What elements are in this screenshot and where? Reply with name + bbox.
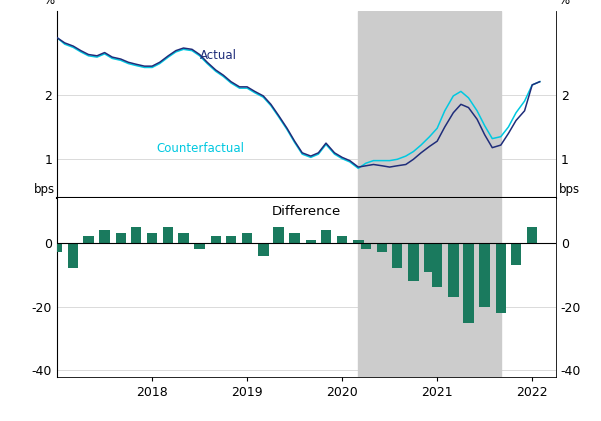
Bar bbox=[392, 243, 403, 268]
Bar bbox=[408, 243, 419, 281]
Bar bbox=[353, 240, 364, 243]
Bar bbox=[321, 230, 331, 243]
Bar bbox=[210, 237, 221, 243]
Text: Actual: Actual bbox=[200, 49, 237, 62]
Text: bps: bps bbox=[558, 183, 579, 196]
Text: Difference: Difference bbox=[272, 205, 341, 218]
Text: %: % bbox=[43, 0, 55, 7]
Bar bbox=[273, 227, 284, 243]
Bar bbox=[258, 243, 269, 256]
Bar bbox=[83, 237, 94, 243]
Bar bbox=[305, 240, 316, 243]
Bar bbox=[432, 243, 442, 288]
Bar bbox=[463, 243, 474, 322]
Text: bps: bps bbox=[34, 183, 55, 196]
Bar bbox=[131, 227, 141, 243]
Bar bbox=[424, 243, 435, 272]
Bar bbox=[242, 233, 252, 243]
Bar bbox=[448, 243, 459, 297]
Bar bbox=[52, 243, 63, 252]
Text: Counterfactual: Counterfactual bbox=[157, 141, 245, 155]
Bar bbox=[511, 243, 521, 265]
Bar bbox=[226, 237, 236, 243]
Bar bbox=[358, 198, 501, 377]
Bar bbox=[361, 243, 371, 249]
Bar bbox=[68, 243, 79, 268]
Bar bbox=[480, 243, 490, 306]
Bar bbox=[115, 233, 126, 243]
Bar bbox=[496, 243, 506, 313]
Bar bbox=[194, 243, 205, 249]
Bar bbox=[178, 233, 189, 243]
Bar bbox=[527, 227, 537, 243]
Bar bbox=[290, 233, 300, 243]
Text: %: % bbox=[558, 0, 570, 7]
Bar bbox=[99, 230, 110, 243]
Bar bbox=[163, 227, 174, 243]
Bar bbox=[377, 243, 387, 252]
Bar bbox=[147, 233, 157, 243]
Bar bbox=[358, 11, 501, 198]
Bar bbox=[337, 237, 347, 243]
